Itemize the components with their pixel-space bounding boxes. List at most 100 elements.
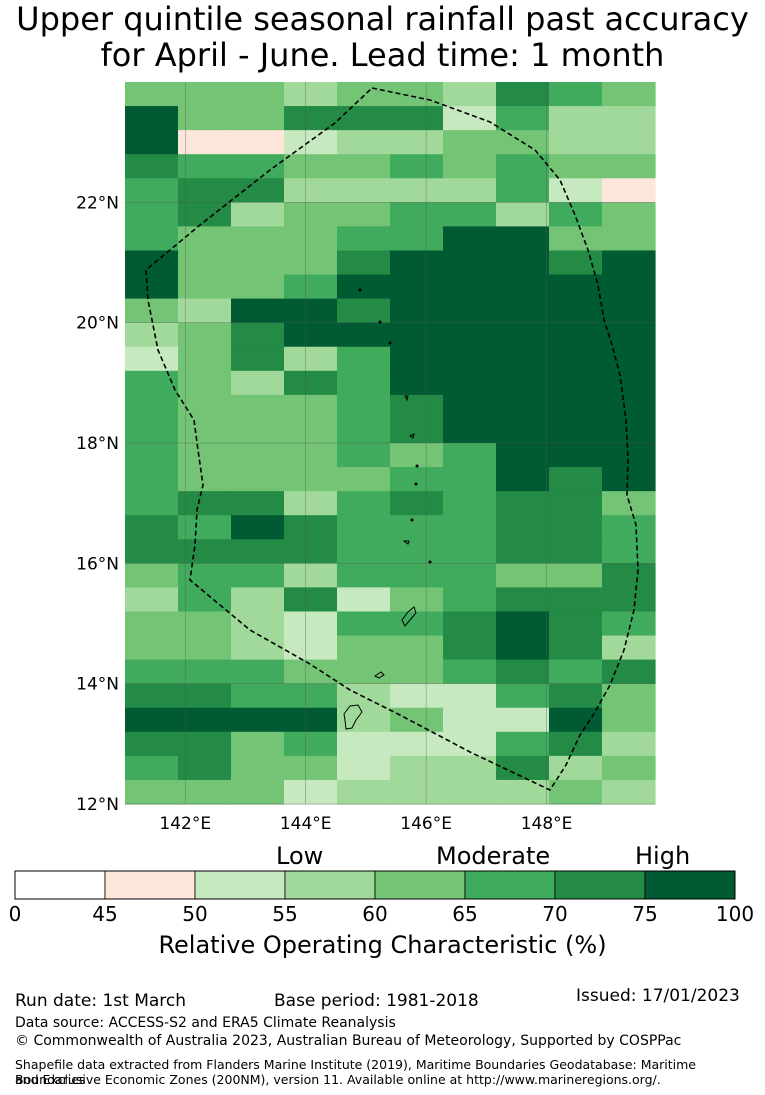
map-cell — [496, 178, 550, 203]
map-cell — [602, 587, 656, 613]
map-cell — [549, 82, 603, 107]
map-cell — [337, 563, 391, 588]
map-cell — [231, 298, 285, 324]
map-cell — [443, 443, 497, 468]
map-cell — [390, 202, 444, 227]
map-cell — [231, 539, 285, 564]
map-cell — [337, 322, 391, 348]
map-cell — [496, 226, 550, 252]
map-cell — [178, 731, 232, 757]
map-cell — [337, 202, 391, 227]
map-cell — [549, 707, 603, 733]
map-cell — [284, 755, 338, 781]
map-cell — [549, 539, 603, 564]
map-cell — [549, 346, 603, 372]
map-cell — [549, 563, 603, 588]
map-cell — [284, 443, 338, 468]
map-cell — [284, 707, 338, 733]
map-cell — [496, 370, 550, 396]
map-cell — [602, 731, 656, 757]
island-dot — [410, 518, 414, 522]
map-cell — [125, 515, 179, 540]
map-cell — [443, 106, 497, 131]
map-cell — [178, 106, 232, 131]
map-cell — [337, 587, 391, 613]
chart-title-line1: Upper quintile seasonal rainfall past ac… — [16, 0, 749, 38]
issued-date: Issued: 17/01/2023 — [576, 986, 740, 1006]
island-outline — [374, 671, 385, 679]
map-cell — [178, 683, 232, 709]
map-cell — [178, 443, 232, 468]
map-cell — [125, 346, 179, 372]
map-cell — [390, 443, 444, 468]
map-cell — [125, 467, 179, 492]
map-cell — [602, 130, 656, 155]
map-cell — [390, 635, 444, 661]
map-cell — [549, 779, 603, 805]
map-cell — [443, 298, 497, 324]
map-cell — [125, 563, 179, 588]
map-cell — [178, 346, 232, 372]
map-cell — [178, 298, 232, 324]
map-cell — [549, 226, 603, 252]
lat-tick-label: 20°N — [76, 314, 119, 334]
map-cell — [284, 202, 338, 227]
map-cell — [602, 202, 656, 227]
map-cell — [231, 755, 285, 781]
map-cell — [443, 491, 497, 516]
colorbar-tick: 50 — [182, 902, 208, 926]
map-cell — [390, 250, 444, 276]
map-cell — [602, 418, 656, 444]
map-cell — [602, 370, 656, 396]
map-cell — [125, 611, 179, 637]
colorbar-tick: 100 — [715, 902, 755, 926]
map-cell — [178, 274, 232, 300]
map-cell — [549, 587, 603, 613]
map-cell — [284, 731, 338, 757]
map-cell — [602, 106, 656, 131]
map-cell — [602, 683, 656, 709]
map-cell — [337, 443, 391, 468]
map-cell — [602, 659, 656, 685]
map-cell — [390, 178, 444, 203]
map-cell — [231, 202, 285, 227]
island-outline — [402, 540, 410, 545]
map-cell — [284, 394, 338, 420]
lat-tick-label: 12°N — [76, 795, 119, 815]
colorbar-frame — [14, 870, 736, 900]
map-cell — [602, 755, 656, 781]
map-cell — [178, 226, 232, 252]
map-cell — [602, 178, 656, 203]
map-cell — [337, 274, 391, 300]
map-cell — [284, 539, 338, 564]
map-cell — [496, 515, 550, 540]
map-cell — [231, 707, 285, 733]
map-cell — [125, 779, 179, 805]
map-cell — [178, 322, 232, 348]
longitude-labels: 142°E 144°E 146°E 148°E — [159, 814, 572, 834]
map-cell — [284, 635, 338, 661]
map-cell — [337, 515, 391, 540]
map-cell — [231, 226, 285, 252]
island-outline — [404, 395, 409, 402]
map-cell — [231, 515, 285, 540]
category-high-label: High — [635, 842, 691, 870]
colorbar-segment — [284, 870, 376, 900]
map-cell — [231, 611, 285, 637]
map-cell — [337, 418, 391, 444]
map-cell — [125, 491, 179, 516]
map-cell — [443, 370, 497, 396]
map-cell — [178, 755, 232, 781]
map-cell — [125, 731, 179, 757]
map-cell — [284, 370, 338, 396]
map-cell — [337, 106, 391, 131]
map-cell — [496, 82, 550, 107]
map-cell — [125, 683, 179, 709]
map-cell — [125, 755, 179, 781]
map-cell — [602, 154, 656, 179]
map-cell — [231, 467, 285, 492]
map-cell — [496, 659, 550, 685]
island-outline — [409, 433, 415, 439]
map-cell — [231, 659, 285, 685]
map-cell — [231, 130, 285, 155]
